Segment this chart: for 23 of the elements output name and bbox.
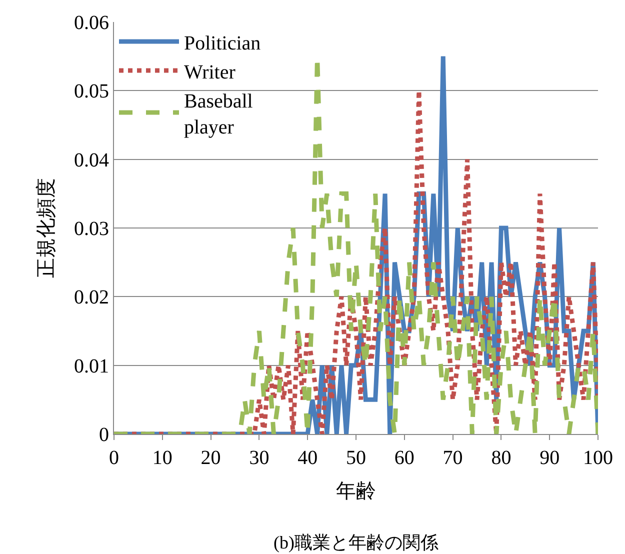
x-axis-title: 年齢	[336, 480, 376, 502]
x-tick-label: 40	[298, 447, 318, 469]
y-tick-label: 0.02	[74, 286, 109, 309]
legend-label: Writer	[184, 61, 236, 84]
x-tick-label: 60	[394, 447, 414, 469]
x-tick-label: 90	[540, 447, 560, 469]
text: (b)職業と年齢の関係	[274, 532, 438, 552]
x-tick-label: 100	[583, 447, 613, 469]
legend-label: Politician	[184, 32, 261, 54]
x-tick-label: 70	[442, 447, 463, 469]
legend-label: Baseball player	[184, 90, 254, 138]
y-tick-label: 0.06	[74, 12, 109, 34]
x-tick-label: 10	[152, 447, 172, 469]
x-tick-label: 30	[249, 447, 270, 469]
x-tick-label: 80	[491, 447, 512, 469]
y-tick-label: 0.01	[74, 355, 109, 378]
x-tick-label: 50	[346, 447, 366, 469]
y-tick-label: 0	[99, 424, 109, 446]
y-tick-label: 0.04	[74, 149, 109, 172]
x-tick-label: 20	[200, 447, 221, 469]
y-axis-title: 正規化頻度	[36, 178, 58, 278]
y-tick-label: 0.05	[74, 80, 109, 103]
y-tick-label: 0.03	[74, 218, 109, 240]
